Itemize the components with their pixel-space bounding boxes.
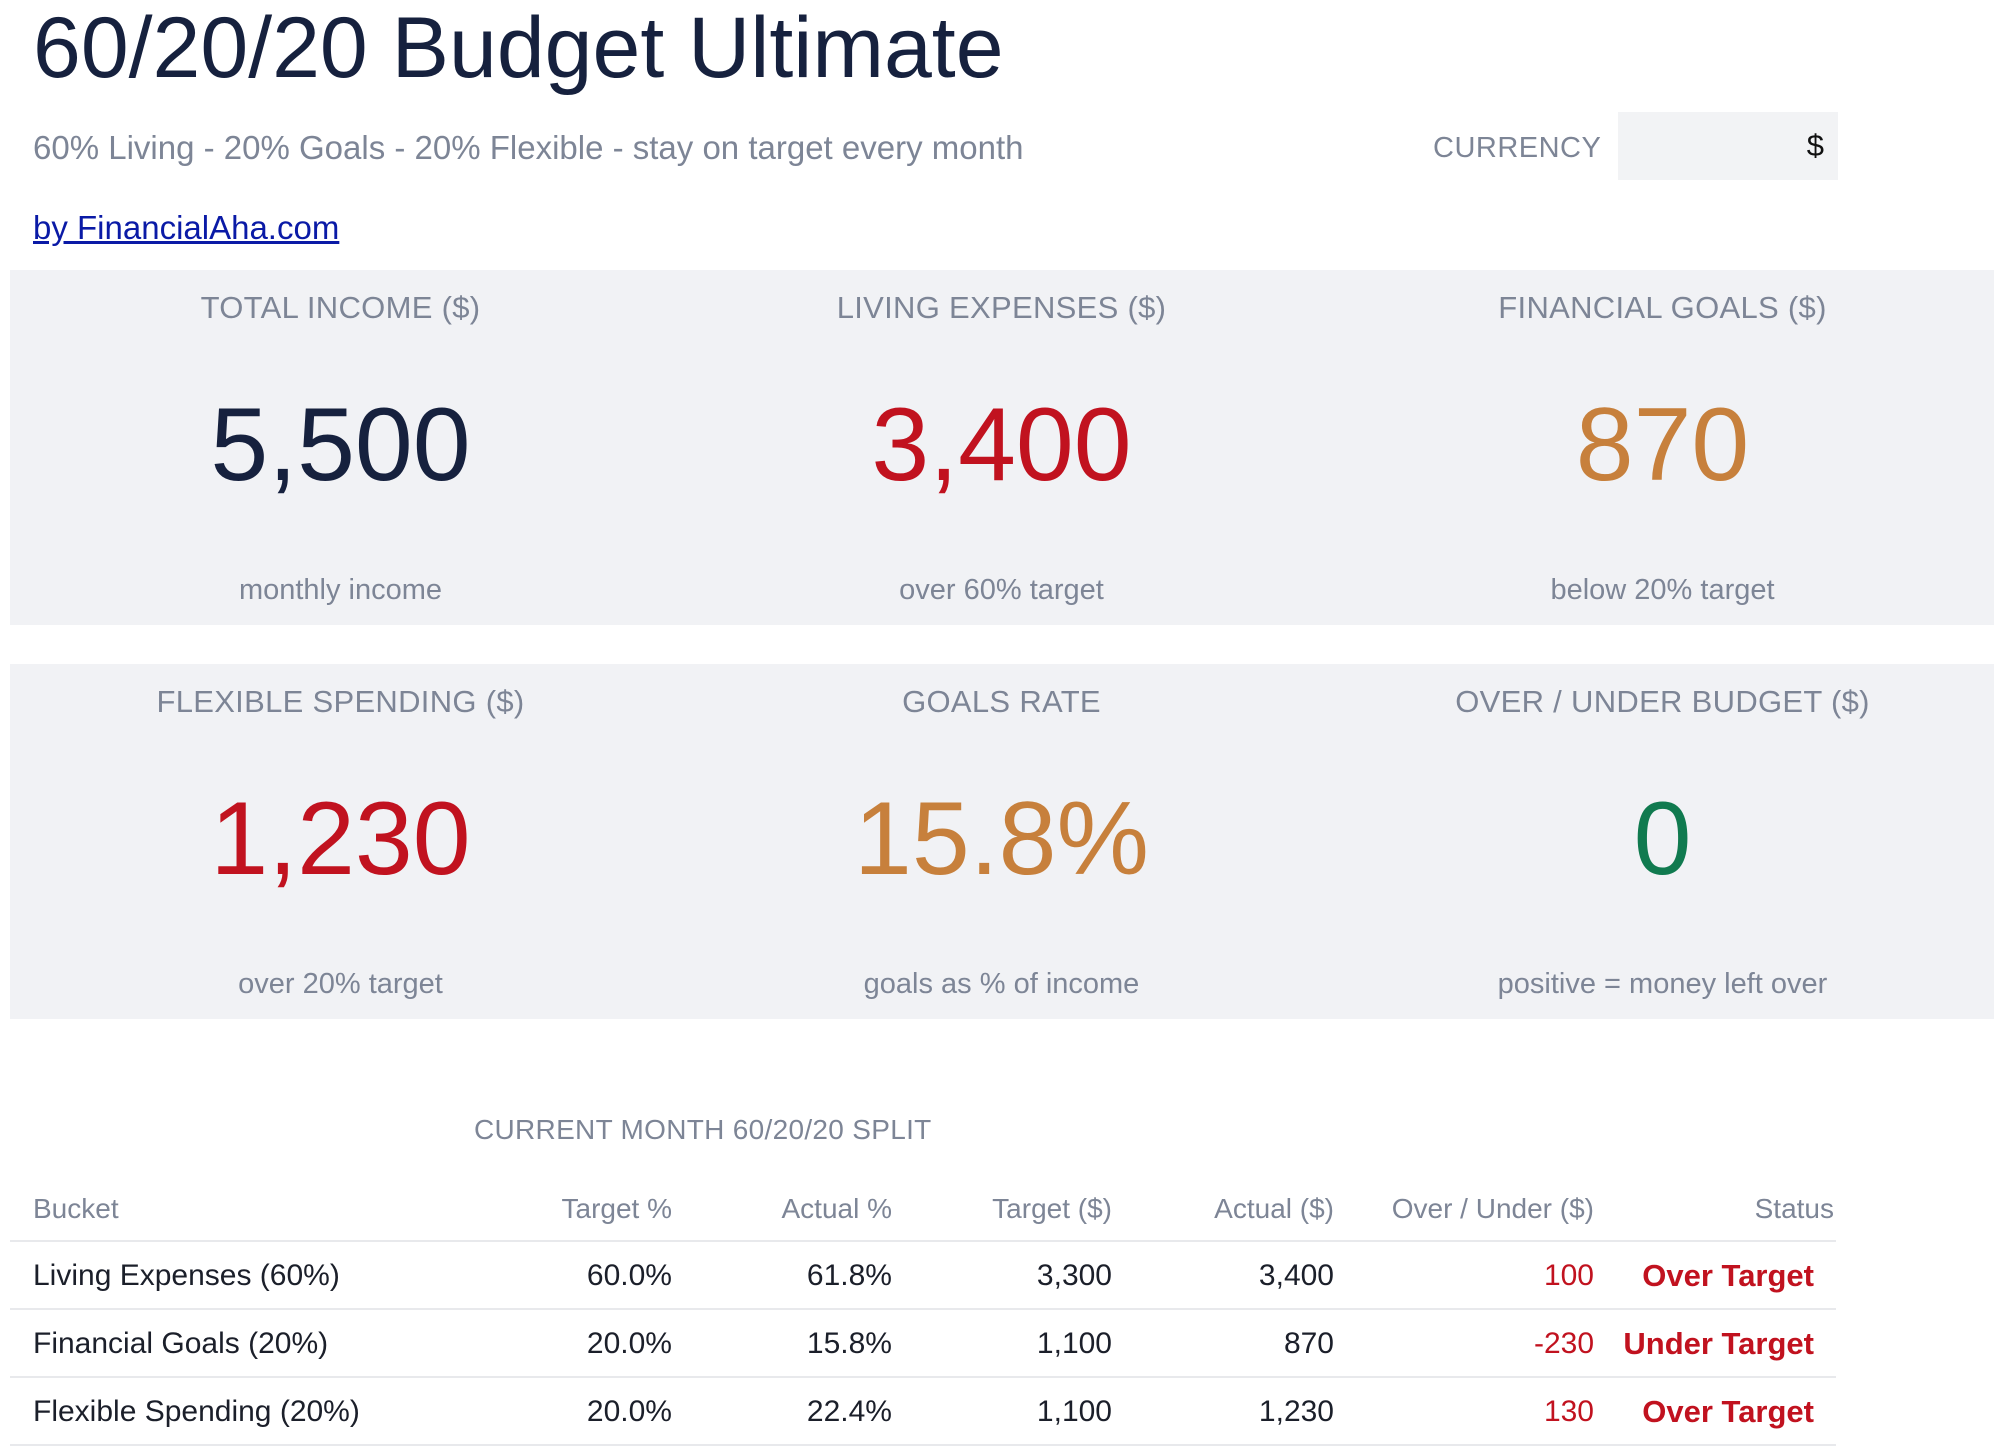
kpi-living-expenses: LIVING EXPENSES ($) 3,400 over 60% targe… — [671, 270, 1332, 625]
cell-target-pct[interactable]: 20.0% — [586, 1395, 672, 1428]
col-header-status: Status — [1754, 1193, 1834, 1224]
currency-input[interactable] — [1618, 112, 1838, 180]
table-header-row: Bucket Target % Actual % Target ($) Actu… — [10, 1186, 1836, 1242]
kpi-label: GOALS RATE — [902, 684, 1101, 719]
kpi-band-top: TOTAL INCOME ($) 5,500 monthly income LI… — [10, 270, 1994, 625]
kpi-value: 15.8% — [854, 781, 1149, 897]
cell-actual-amt[interactable]: 3,400 — [1258, 1259, 1334, 1292]
kpi-caption: over 20% target — [238, 968, 443, 1000]
kpi-value: 0 — [1633, 781, 1692, 897]
byline-link[interactable]: by FinancialAha.com — [33, 209, 340, 246]
col-header-actual-amt: Actual ($) — [1214, 1193, 1334, 1224]
cell-actual-pct[interactable]: 22.4% — [806, 1395, 892, 1428]
kpi-over-under-budget: OVER / UNDER BUDGET ($) 0 positive = mon… — [1332, 664, 1993, 1019]
split-table: Bucket Target % Actual % Target ($) Actu… — [10, 1186, 1836, 1446]
col-header-bucket: Bucket — [33, 1193, 119, 1224]
kpi-caption: goals as % of income — [863, 968, 1140, 1000]
kpi-caption: positive = money left over — [1497, 968, 1828, 1000]
cell-status[interactable]: Under Target — [1624, 1326, 1814, 1361]
table-row[interactable]: Financial Goals (20%) 20.0% 15.8% 1,100 … — [10, 1310, 1836, 1378]
col-header-over-under: Over / Under ($) — [1391, 1193, 1594, 1224]
cell-target-amt[interactable]: 1,100 — [1036, 1327, 1112, 1360]
kpi-value: 5,500 — [210, 387, 471, 503]
cell-actual-amt[interactable]: 1,230 — [1258, 1395, 1334, 1428]
kpi-goals-rate: GOALS RATE 15.8% goals as % of income — [671, 664, 1332, 1019]
cell-over-under[interactable]: 130 — [1543, 1395, 1594, 1428]
currency-label: CURRENCY — [1433, 132, 1602, 164]
cell-over-under[interactable]: 100 — [1543, 1259, 1594, 1292]
cell-target-amt[interactable]: 1,100 — [1036, 1395, 1112, 1428]
page-subtitle: 60% Living - 20% Goals - 20% Flexible - … — [33, 129, 1024, 166]
kpi-caption: below 20% target — [1550, 574, 1775, 606]
table-row[interactable]: Living Expenses (60%) 60.0% 61.8% 3,300 … — [10, 1242, 1836, 1310]
kpi-label: FINANCIAL GOALS ($) — [1498, 290, 1827, 325]
cell-target-pct[interactable]: 20.0% — [586, 1327, 672, 1360]
split-section-title: CURRENT MONTH 60/20/20 SPLIT — [474, 1114, 932, 1145]
kpi-value: 1,230 — [210, 781, 471, 897]
cell-actual-amt[interactable]: 870 — [1283, 1327, 1334, 1360]
cell-over-under[interactable]: -230 — [1533, 1327, 1594, 1360]
col-header-actual-pct: Actual % — [781, 1193, 893, 1224]
cell-bucket[interactable]: Flexible Spending (20%) — [33, 1395, 360, 1428]
cell-bucket[interactable]: Financial Goals (20%) — [33, 1327, 329, 1360]
kpi-label: TOTAL INCOME ($) — [200, 290, 481, 325]
table-row[interactable]: Flexible Spending (20%) 20.0% 22.4% 1,10… — [10, 1378, 1836, 1446]
kpi-band-bottom: FLEXIBLE SPENDING ($) 1,230 over 20% tar… — [10, 664, 1994, 1019]
kpi-caption: over 60% target — [899, 574, 1104, 606]
cell-bucket[interactable]: Living Expenses (60%) — [33, 1259, 340, 1292]
kpi-value: 3,400 — [871, 387, 1132, 503]
kpi-financial-goals: FINANCIAL GOALS ($) 870 below 20% target — [1332, 270, 1993, 625]
col-header-target-amt: Target ($) — [992, 1193, 1112, 1224]
cell-target-amt[interactable]: 3,300 — [1036, 1259, 1112, 1292]
kpi-caption: monthly income — [238, 574, 443, 606]
col-header-target-pct: Target % — [561, 1193, 673, 1224]
cell-actual-pct[interactable]: 61.8% — [806, 1259, 892, 1292]
kpi-total-income: TOTAL INCOME ($) 5,500 monthly income — [10, 270, 671, 625]
kpi-flexible-spending: FLEXIBLE SPENDING ($) 1,230 over 20% tar… — [10, 664, 671, 1019]
kpi-value: 870 — [1575, 387, 1750, 503]
page-title: 60/20/20 Budget Ultimate — [33, 0, 1004, 96]
kpi-label: FLEXIBLE SPENDING ($) — [156, 684, 525, 719]
cell-status[interactable]: Over Target — [1642, 1258, 1814, 1293]
kpi-label: OVER / UNDER BUDGET ($) — [1455, 684, 1870, 719]
cell-target-pct[interactable]: 60.0% — [586, 1259, 672, 1292]
kpi-label: LIVING EXPENSES ($) — [836, 290, 1167, 325]
cell-status[interactable]: Over Target — [1642, 1394, 1814, 1429]
cell-actual-pct[interactable]: 15.8% — [806, 1327, 892, 1360]
